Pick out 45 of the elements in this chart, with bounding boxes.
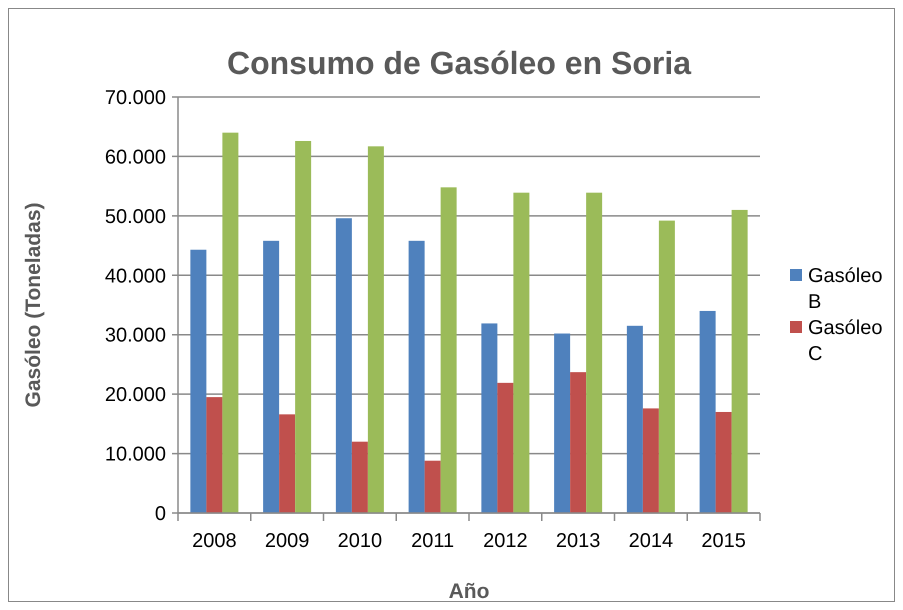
bar bbox=[732, 210, 748, 513]
bar bbox=[336, 218, 352, 513]
y-tick-label: 10.000 bbox=[104, 444, 166, 466]
bar bbox=[222, 132, 238, 513]
bar bbox=[700, 310, 716, 513]
bar bbox=[263, 240, 280, 513]
bar bbox=[190, 250, 206, 513]
bar bbox=[481, 323, 498, 513]
bar bbox=[642, 408, 659, 513]
x-tick-label: 2014 bbox=[628, 530, 674, 552]
x-axis-title: Año bbox=[448, 580, 490, 603]
bar bbox=[424, 460, 441, 513]
bar bbox=[658, 220, 675, 513]
x-tick-label: 2011 bbox=[411, 530, 454, 552]
bar bbox=[570, 372, 586, 513]
x-tick-label: 2012 bbox=[483, 530, 528, 552]
bar bbox=[554, 334, 570, 513]
legend-label: Gasóleo C bbox=[808, 317, 882, 365]
bar bbox=[408, 240, 425, 513]
x-tick-label: 2010 bbox=[338, 530, 382, 552]
x-tick-label: 2015 bbox=[701, 530, 746, 552]
x-tick-label: 2008 bbox=[192, 530, 237, 552]
bar bbox=[497, 382, 514, 513]
y-tick-label: 20.000 bbox=[104, 384, 166, 406]
bar bbox=[352, 442, 368, 513]
bar bbox=[513, 192, 530, 513]
y-tick-label: 40.000 bbox=[104, 265, 166, 288]
bar bbox=[279, 414, 296, 513]
y-axis-title: Gasóleo (Toneladas) bbox=[22, 202, 45, 408]
y-tick-label: 30.000 bbox=[104, 324, 166, 347]
legend-label: Gasóleo B bbox=[808, 265, 882, 313]
bar bbox=[626, 326, 643, 513]
bar bbox=[368, 146, 384, 513]
y-tick-label: 0 bbox=[154, 503, 166, 525]
bar bbox=[295, 140, 312, 513]
y-tick-label: 60.000 bbox=[104, 146, 166, 168]
x-tick-label: 2009 bbox=[264, 530, 310, 552]
bar bbox=[440, 187, 457, 513]
y-tick-label: 70.000 bbox=[104, 87, 166, 109]
bar bbox=[586, 192, 602, 513]
bar bbox=[206, 397, 222, 513]
bar bbox=[716, 412, 732, 513]
x-tick-label: 2013 bbox=[556, 530, 600, 552]
chart-title: Consumo de Gasóleo en Soria bbox=[226, 45, 692, 81]
y-tick-label: 50.000 bbox=[104, 206, 166, 228]
